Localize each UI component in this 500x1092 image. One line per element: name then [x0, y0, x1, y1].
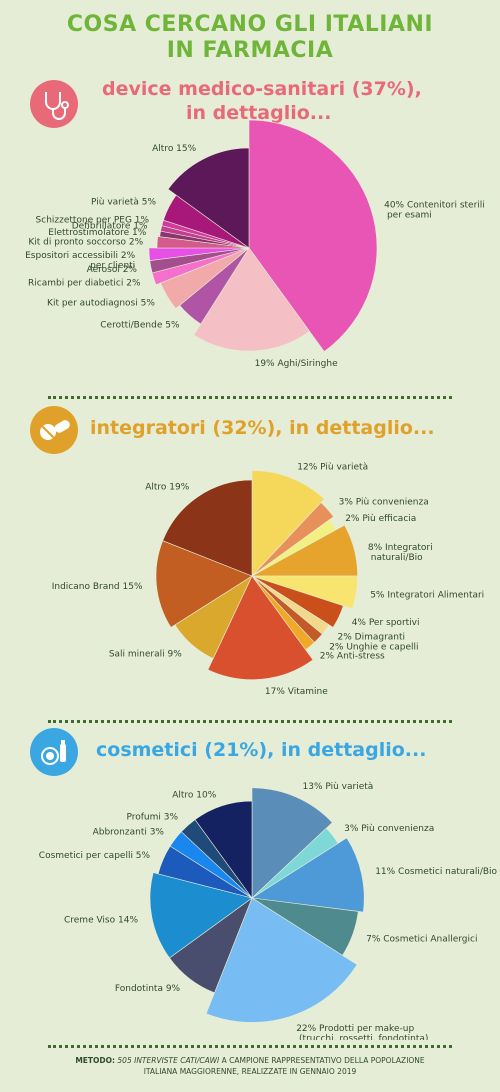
slice-label-cosmetici-per-capelli: Cosmetici per capelli 5% — [39, 851, 151, 861]
slice-label-fondotinta: Fondotinta 9% — [115, 984, 181, 994]
slice-label-indicano-brand: Indicano Brand 15% — [52, 582, 143, 592]
slice-label-schizzettone-per-peg: Schizzettone per PEG 1% — [36, 216, 150, 226]
slice-label-unghie-e-capelli: 2% Unghie e capelli — [329, 643, 418, 653]
divider — [48, 720, 452, 723]
slice-label-altro: Altro 10% — [172, 790, 217, 800]
slice-label-ricambi-per-diabetici: Ricambi per diabetici 2% — [28, 279, 141, 289]
slice-label-profumi: Profumi 3% — [126, 812, 178, 822]
pie-slice-prodotti-per-make-up-trucchi-rossetti-fondotinta — [205, 897, 358, 1023]
slice-label-aghi-siringhe: 19% Aghi/Siringhe — [255, 359, 339, 369]
slice-label-sali-minerali: Sali minerali 9% — [109, 649, 182, 659]
pills-icon — [30, 406, 78, 454]
pie-slice-indicano-brand — [155, 540, 253, 628]
pie-slice-altro — [194, 800, 253, 899]
slice-label-kit-per-autodiagnosi: Kit per autodiagnosi 5% — [47, 299, 155, 309]
pie-slice-pi-variet — [251, 787, 333, 899]
slice-label-cosmetici-anallergici: 7% Cosmetici Anallergici — [366, 934, 477, 944]
pie-slice-integratori-alimentari — [251, 575, 358, 610]
slice-label-pi-convenienza: 3% Più convenienza — [344, 824, 434, 834]
slice-label-creme-viso: Creme Viso 14% — [64, 915, 138, 925]
slice-label-integratori-naturali-bio: 8% Integratori naturali/Bio — [368, 543, 433, 563]
section-title-cosmetici: cosmetici (21%), in dettaglio... — [96, 739, 427, 761]
section-title-device: device medico-sanitari (37%), — [102, 78, 422, 100]
pie-slice-espositori-accessibili-per-clienti — [148, 247, 250, 261]
slice-label-prodotti-per-make-up-trucchi-rossetti-fondotinta: 22% Prodotti per make-up (trucchi, rosse… — [296, 1024, 428, 1040]
slice-label-abbronzanti: Abbronzanti 3% — [93, 827, 165, 837]
page-title-line2: IN FARMACIA — [166, 38, 334, 63]
slice-label-cerotti-bende: Cerotti/Bende 5% — [100, 321, 180, 331]
slice-label-anti-stress: 2% Anti-stress — [320, 652, 385, 662]
pie-chart-device: 40% Contenitori sterili per esami 19% Agh… — [25, 120, 485, 369]
stethoscope-icon — [30, 80, 78, 128]
slice-label-defibrillatore: Defibrillatore 1% — [72, 222, 148, 232]
section-header-integratori: integratori (32%), in dettaglio... — [0, 404, 500, 464]
pie-chart-integratori: 12% Più varietà 3% Più convenienza 2% Più … — [52, 463, 484, 698]
pie-slice-pi-variet — [251, 470, 325, 577]
slice-label-pi-variet: Più varietà 5% — [91, 198, 157, 208]
pie-slice-per-sportivi — [251, 575, 344, 628]
footnote-text1: A CAMPIONE RAPPRESENTATIVO DELLA POPOLAZ… — [219, 1056, 425, 1065]
section-subtitle-device: in dettaglio... — [186, 102, 332, 124]
slice-label-integratori-alimentari: 5% Integratori Alimentari — [370, 590, 484, 600]
slice-label-altro: Altro 15% — [152, 144, 197, 154]
pie-slice-vitamine — [207, 575, 314, 680]
slice-label-vitamine: 17% Vitamine — [265, 687, 328, 697]
pie-slice-altro — [162, 479, 253, 577]
slice-label-contenitori-sterili-per-esami: 40% Contenitori sterili per esami — [384, 201, 485, 221]
slice-label-elettrostimolatore: Elettrostimolatore 1% — [48, 228, 146, 238]
pie-chart-cosmetici: 13% Più varietà 3% Più convenienza 11% Cos… — [39, 782, 498, 1040]
slice-label-aerosol: Aerosol 2% — [87, 265, 138, 275]
footnote-text2: ITALIANA MAGGIORENNE, REALIZZATE IN GENN… — [143, 1067, 357, 1076]
pie-slice-altro — [167, 147, 250, 249]
slice-label-espositori-accessibili-per-clienti: Espositori accessibili 2% per clienti — [25, 251, 136, 271]
divider — [48, 1045, 452, 1048]
pie-slice-cosmetici-naturali-bio — [251, 837, 365, 913]
section-header-cosmetici: cosmetici (21%), in dettaglio... — [0, 726, 500, 786]
section-header-device: device medico-sanitari (37%), in dettagl… — [0, 78, 500, 138]
slice-label-dimagranti: 2% Dimagranti — [338, 633, 406, 643]
slice-label-pi-convenienza: 3% Più convenienza — [339, 497, 429, 507]
slice-label-kit-di-pronto-soccorso: Kit di pronto soccorso 2% — [28, 238, 143, 248]
slice-label-pi-variet: 12% Più varietà — [297, 463, 368, 473]
footnote: METODO: 505 INTERVISTE CATI/CAWI A CAMPI… — [0, 1055, 500, 1077]
slice-label-pi-efficacia: 2% Più efficacia — [345, 514, 416, 524]
pie-slice-creme-viso — [149, 872, 253, 959]
section-title-integratori: integratori (32%), in dettaglio... — [90, 417, 435, 439]
slice-label-per-sportivi: 4% Per sportivi — [352, 618, 420, 628]
footnote-method: 505 INTERVISTE CATI/CAWI — [117, 1056, 220, 1065]
slice-label-cosmetici-naturali-bio: 11% Cosmetici naturali/Bio — [375, 867, 497, 877]
page-title-line1: COSA CERCANO GLI ITALIANI — [66, 12, 434, 37]
pie-slice-pi-convenienza — [251, 502, 334, 577]
pie-slice-aghi-siringhe — [193, 247, 310, 352]
slice-label-altro: Altro 19% — [145, 483, 190, 493]
pie-slice-contenitori-sterili-per-esami — [248, 120, 378, 352]
divider — [48, 396, 452, 399]
footnote-label: METODO: — [75, 1056, 116, 1065]
cosmetics-icon — [30, 728, 78, 776]
slice-label-pi-variet: 13% Più varietà — [303, 782, 374, 792]
